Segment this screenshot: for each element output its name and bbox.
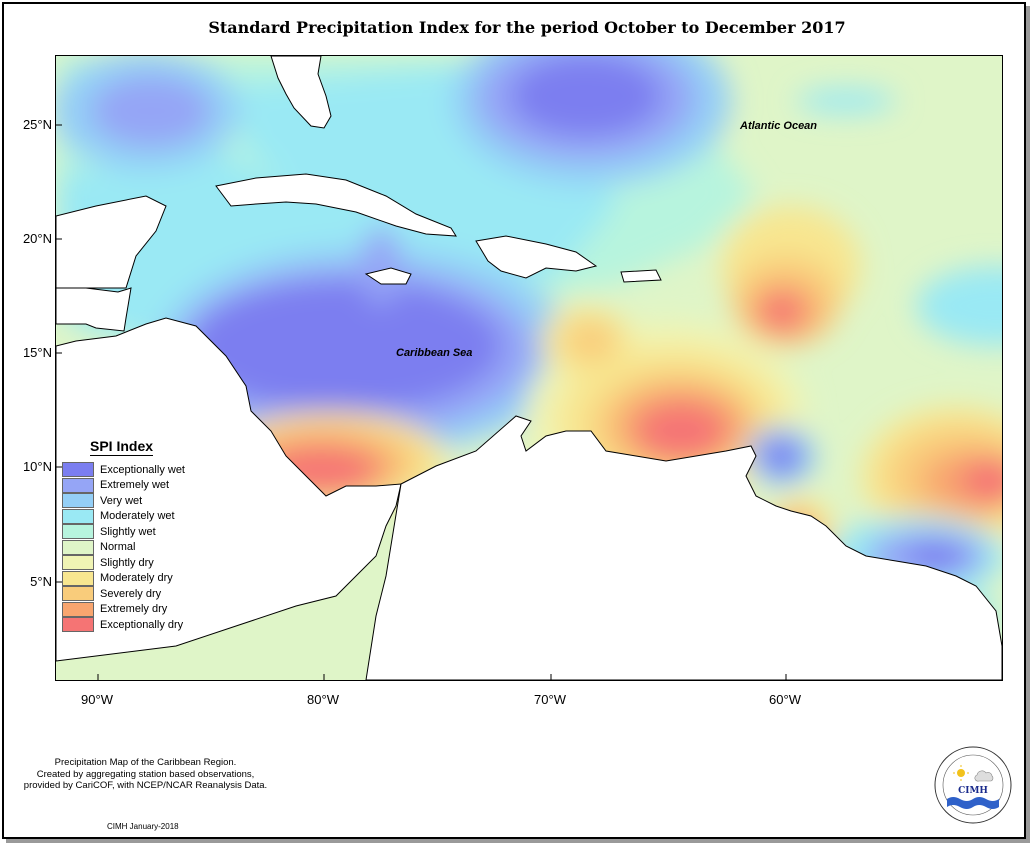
legend-swatch	[62, 462, 94, 478]
description-line: Created by aggregating station based obs…	[36, 768, 255, 780]
cimh-logo: CIMH	[934, 746, 1012, 824]
legend-label: Normal	[100, 541, 136, 554]
legend-swatch	[62, 524, 94, 540]
lon-tick-80w: 80°W	[307, 692, 339, 707]
caribbean-sea-label: Caribbean Sea	[396, 347, 473, 359]
atlantic-ocean-label: Atlantic Ocean	[740, 120, 818, 132]
legend-label: Slightly dry	[100, 556, 154, 569]
waves-icon	[947, 797, 999, 809]
legend-item: Normal	[62, 539, 185, 556]
puerto-rico-land	[620, 269, 662, 283]
lon-tick-60w: 60°W	[769, 692, 801, 707]
legend-label: Exceptionally wet	[100, 463, 185, 476]
legend-item: Slightly wet	[62, 524, 185, 540]
sun-icon	[957, 769, 965, 777]
credit-line: CIMH January-2018	[107, 822, 179, 831]
lon-tick-70w: 70°W	[534, 692, 566, 707]
legend-label: Extremely wet	[100, 479, 170, 492]
legend-swatch	[62, 477, 94, 493]
legend-label: Extremely dry	[100, 603, 168, 616]
spi-legend: SPI Index Exceptionally wet Extremely wet…	[62, 438, 185, 633]
cuba-land	[215, 173, 457, 237]
legend-rows: Exceptionally wet Extremely wet Very wet Mo…	[62, 462, 185, 633]
map-title: Standard Precipitation Index for the per…	[208, 18, 846, 37]
description-line: provided by CariCOF, with NCEP/NCAR Rean…	[23, 780, 268, 791]
south-america-land	[365, 415, 1002, 680]
hispaniola-land	[475, 235, 598, 279]
lon-tick-90w: 90°W	[81, 692, 113, 707]
cloud-icon	[974, 770, 994, 782]
legend-swatch	[62, 539, 94, 555]
legend-swatch	[62, 601, 94, 617]
central-america-land	[56, 287, 402, 662]
legend-item: Moderately wet	[62, 508, 185, 525]
yucatan-land	[56, 195, 167, 289]
logo-text: CIMH	[958, 786, 988, 796]
lat-tick-5n: 5°N	[30, 574, 52, 589]
spi-map-canvas	[56, 56, 1002, 680]
legend-label: Severely dry	[100, 587, 162, 600]
legend-label: Moderately wet	[100, 510, 175, 523]
legend-swatch	[62, 586, 94, 602]
legend-item: Extremely wet	[62, 477, 185, 494]
lat-tick-20n: 20°N	[22, 231, 52, 246]
land-masses	[56, 56, 1002, 680]
legend-item: Very wet	[62, 493, 185, 509]
map-description: Precipitation Map of the Caribbean Regio…	[8, 757, 283, 792]
legend-title: SPI Index	[90, 438, 154, 456]
legend-swatch	[62, 617, 94, 633]
legend-label: Slightly wet	[100, 525, 156, 538]
legend-label: Moderately dry	[100, 572, 173, 585]
legend-swatch	[62, 508, 94, 524]
legend-swatch	[62, 570, 94, 586]
lat-tick-10n: 10°N	[22, 459, 52, 474]
legend-label: Very wet	[100, 494, 143, 507]
jamaica-land	[364, 267, 412, 285]
legend-item: Moderately dry	[62, 570, 185, 587]
legend-label: Exceptionally dry	[100, 618, 184, 631]
legend-item: Severely dry	[62, 586, 185, 602]
legend-swatch	[62, 493, 94, 509]
lat-tick-25n: 25°N	[22, 117, 52, 132]
legend-item: Extremely dry	[62, 601, 185, 618]
spi-map	[55, 55, 1003, 681]
florida-land	[270, 56, 332, 129]
legend-swatch	[62, 555, 94, 571]
description-line: Precipitation Map of the Caribbean Regio…	[54, 757, 237, 768]
lat-tick-15n: 15°N	[22, 345, 52, 360]
legend-item: Slightly dry	[62, 555, 185, 571]
legend-item: Exceptionally dry	[62, 617, 185, 633]
legend-item: Exceptionally wet	[62, 462, 185, 478]
axis-ticks	[56, 124, 787, 680]
